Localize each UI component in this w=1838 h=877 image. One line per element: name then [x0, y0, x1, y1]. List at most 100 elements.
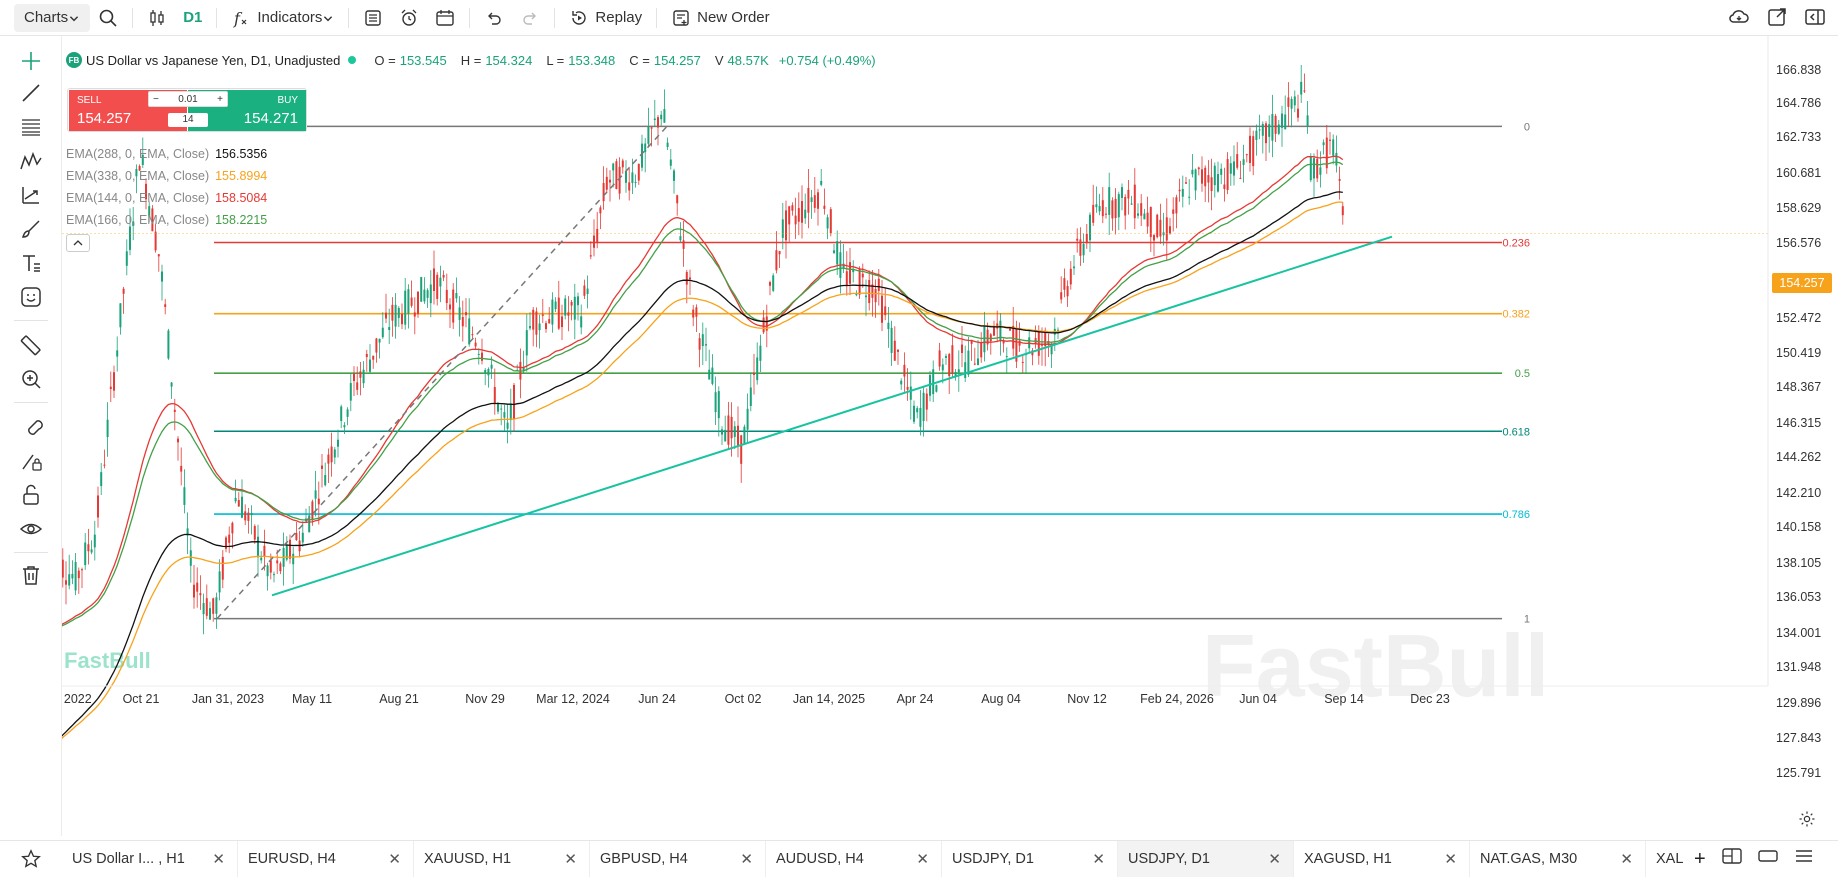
- collapse-panel-icon[interactable]: [1802, 4, 1828, 30]
- close-tab-icon[interactable]: ✕: [1620, 851, 1633, 868]
- close-tab-icon[interactable]: ✕: [916, 851, 929, 868]
- candle-body: [580, 316, 583, 328]
- candle-body: [1172, 209, 1175, 214]
- drawings[interactable]: [62, 125, 1768, 620]
- ema-legend-row[interactable]: EMA(144, 0, EMA, Close) 158.5084: [66, 191, 268, 205]
- lock-drawing-icon[interactable]: [18, 448, 44, 474]
- cloud-sync-icon[interactable]: [1726, 4, 1752, 30]
- candle-body: [228, 534, 231, 543]
- chart-tab[interactable]: NAT.GAS, M30 ✕: [1470, 841, 1646, 877]
- ema-legend-row[interactable]: EMA(288, 0, EMA, Close) 156.5356: [66, 147, 268, 161]
- fibonacci-retracement[interactable]: 0 0.236 0.382 0.5 0.618 0.786 1: [214, 121, 1530, 626]
- ema-legend-row[interactable]: EMA(338, 0, EMA, Close) 155.8994: [66, 169, 268, 183]
- projection-icon[interactable]: [18, 182, 44, 208]
- text-tool-icon[interactable]: [18, 250, 44, 276]
- chart-tab[interactable]: XAL: [1646, 841, 1686, 877]
- magnet-icon[interactable]: [18, 414, 44, 440]
- increase-icon[interactable]: +: [217, 93, 223, 105]
- close-tab-icon[interactable]: ✕: [388, 851, 401, 868]
- chart-tab[interactable]: XAUUSD, H1 ✕: [414, 841, 590, 877]
- symbol-legend: FB US Dollar vs Japanese Yen, D1, Unadju…: [66, 52, 876, 68]
- ruler-icon[interactable]: [18, 332, 44, 358]
- emoji-icon[interactable]: [18, 284, 44, 310]
- trash-icon[interactable]: [18, 562, 44, 588]
- chart-type-button[interactable]: [139, 4, 175, 32]
- close-tab-icon[interactable]: ✕: [1444, 851, 1457, 868]
- add-tab-icon[interactable]: +: [1694, 847, 1706, 870]
- indicators-button[interactable]: f Indicators: [223, 4, 342, 32]
- candle-body: [625, 171, 627, 183]
- candle-body: [317, 498, 320, 505]
- favorites-button[interactable]: [0, 848, 62, 870]
- candle-body: [788, 206, 791, 225]
- time-tick-label: Feb 24, 2026: [1140, 692, 1214, 706]
- menu-icon[interactable]: [1794, 848, 1814, 871]
- candle-body: [698, 338, 701, 350]
- candle-body: [1063, 278, 1066, 290]
- pattern-icon[interactable]: [18, 148, 44, 174]
- close-tab-icon[interactable]: ✕: [212, 851, 225, 868]
- low-value: 153.348: [568, 52, 616, 68]
- candle-body: [785, 210, 787, 241]
- chart-tab[interactable]: USDJPY, D1 ✕: [942, 841, 1118, 877]
- time-tick-label: Mar 12, 2024: [536, 692, 610, 706]
- new-order-button[interactable]: New Order: [663, 4, 778, 32]
- brush-icon[interactable]: [18, 216, 44, 242]
- charts-menu-button[interactable]: Charts: [14, 3, 91, 32]
- chart-tab[interactable]: US Dollar I... , H1 ✕: [62, 841, 238, 877]
- chart-area[interactable]: FastBull FastBull 0 0.236 0.382 0.5 0.618 0.78…: [62, 36, 1776, 806]
- candle-body: [301, 532, 304, 543]
- chart-tab[interactable]: AUDUSD, H4 ✕: [766, 841, 942, 877]
- trendline-icon[interactable]: [18, 80, 44, 106]
- drawing-toolbar: [0, 36, 62, 836]
- candle-body: [615, 161, 618, 190]
- candle-body: [1089, 214, 1091, 241]
- candle-body: [1242, 159, 1245, 165]
- search-button[interactable]: [90, 4, 126, 32]
- unlock-icon[interactable]: [18, 482, 44, 508]
- candle-body: [1213, 165, 1216, 186]
- symbol-title[interactable]: US Dollar vs Japanese Yen, D1, Unadjuste…: [86, 52, 341, 68]
- lot-size-stepper[interactable]: − 0.01 +: [148, 91, 228, 107]
- settings-gear-icon[interactable]: [1798, 810, 1816, 828]
- eye-icon[interactable]: [18, 516, 44, 542]
- calendar-button[interactable]: [427, 4, 463, 32]
- templates-button[interactable]: [355, 4, 391, 32]
- ema-legend-row[interactable]: EMA(166, 0, EMA, Close) 158.2215: [66, 213, 268, 227]
- indicator-legend: EMA(288, 0, EMA, Close) 156.5356 EMA(338,…: [66, 143, 267, 231]
- candle-body: [1287, 97, 1290, 107]
- chart-tab[interactable]: GBPUSD, H4 ✕: [590, 841, 766, 877]
- candle-body: [993, 326, 995, 336]
- candle-body: [484, 369, 487, 374]
- price-chart[interactable]: FastBull FastBull 0 0.236 0.382 0.5 0.618 0.78…: [62, 36, 1776, 806]
- candle-body: [164, 304, 167, 307]
- timeframe-button[interactable]: D1: [183, 9, 203, 26]
- replay-button[interactable]: Replay: [561, 4, 650, 32]
- fibonacci-icon[interactable]: [18, 114, 44, 140]
- undo-button[interactable]: [476, 4, 512, 32]
- candle-body: [1249, 135, 1251, 163]
- chart-tab[interactable]: USDJPY, D1 ✕: [1118, 841, 1294, 877]
- price-tick-label: 158.629: [1776, 201, 1822, 215]
- close-tab-icon[interactable]: ✕: [1268, 851, 1281, 868]
- close-tab-icon[interactable]: ✕: [1092, 851, 1105, 868]
- quick-trade-panel: SELL 154.257 BUY 154.271 − 0.01 + 14: [67, 88, 307, 132]
- close-tab-icon[interactable]: ✕: [740, 851, 753, 868]
- chart-tab[interactable]: EURUSD, H4 ✕: [238, 841, 414, 877]
- candle-body: [1044, 330, 1047, 347]
- decrease-icon[interactable]: −: [153, 93, 159, 105]
- candle-body: [263, 545, 266, 557]
- redo-button[interactable]: [512, 4, 548, 32]
- alerts-button[interactable]: [391, 4, 427, 32]
- candle-body: [1207, 175, 1210, 183]
- close-tab-icon[interactable]: ✕: [564, 851, 577, 868]
- candle-body: [1018, 340, 1021, 346]
- collapse-legend-button[interactable]: [66, 234, 90, 252]
- chart-tab[interactable]: XAGUSD, H1 ✕: [1294, 841, 1470, 877]
- price-axis[interactable]: 166.838 164.786 162.733 160.681 158.629 156.5…: [1768, 36, 1838, 806]
- window-icon[interactable]: [1757, 848, 1778, 871]
- popout-icon[interactable]: [1764, 4, 1790, 30]
- zoom-in-icon[interactable]: [18, 366, 44, 392]
- crosshair-icon[interactable]: [18, 48, 44, 74]
- layout-icon[interactable]: [1721, 847, 1742, 871]
